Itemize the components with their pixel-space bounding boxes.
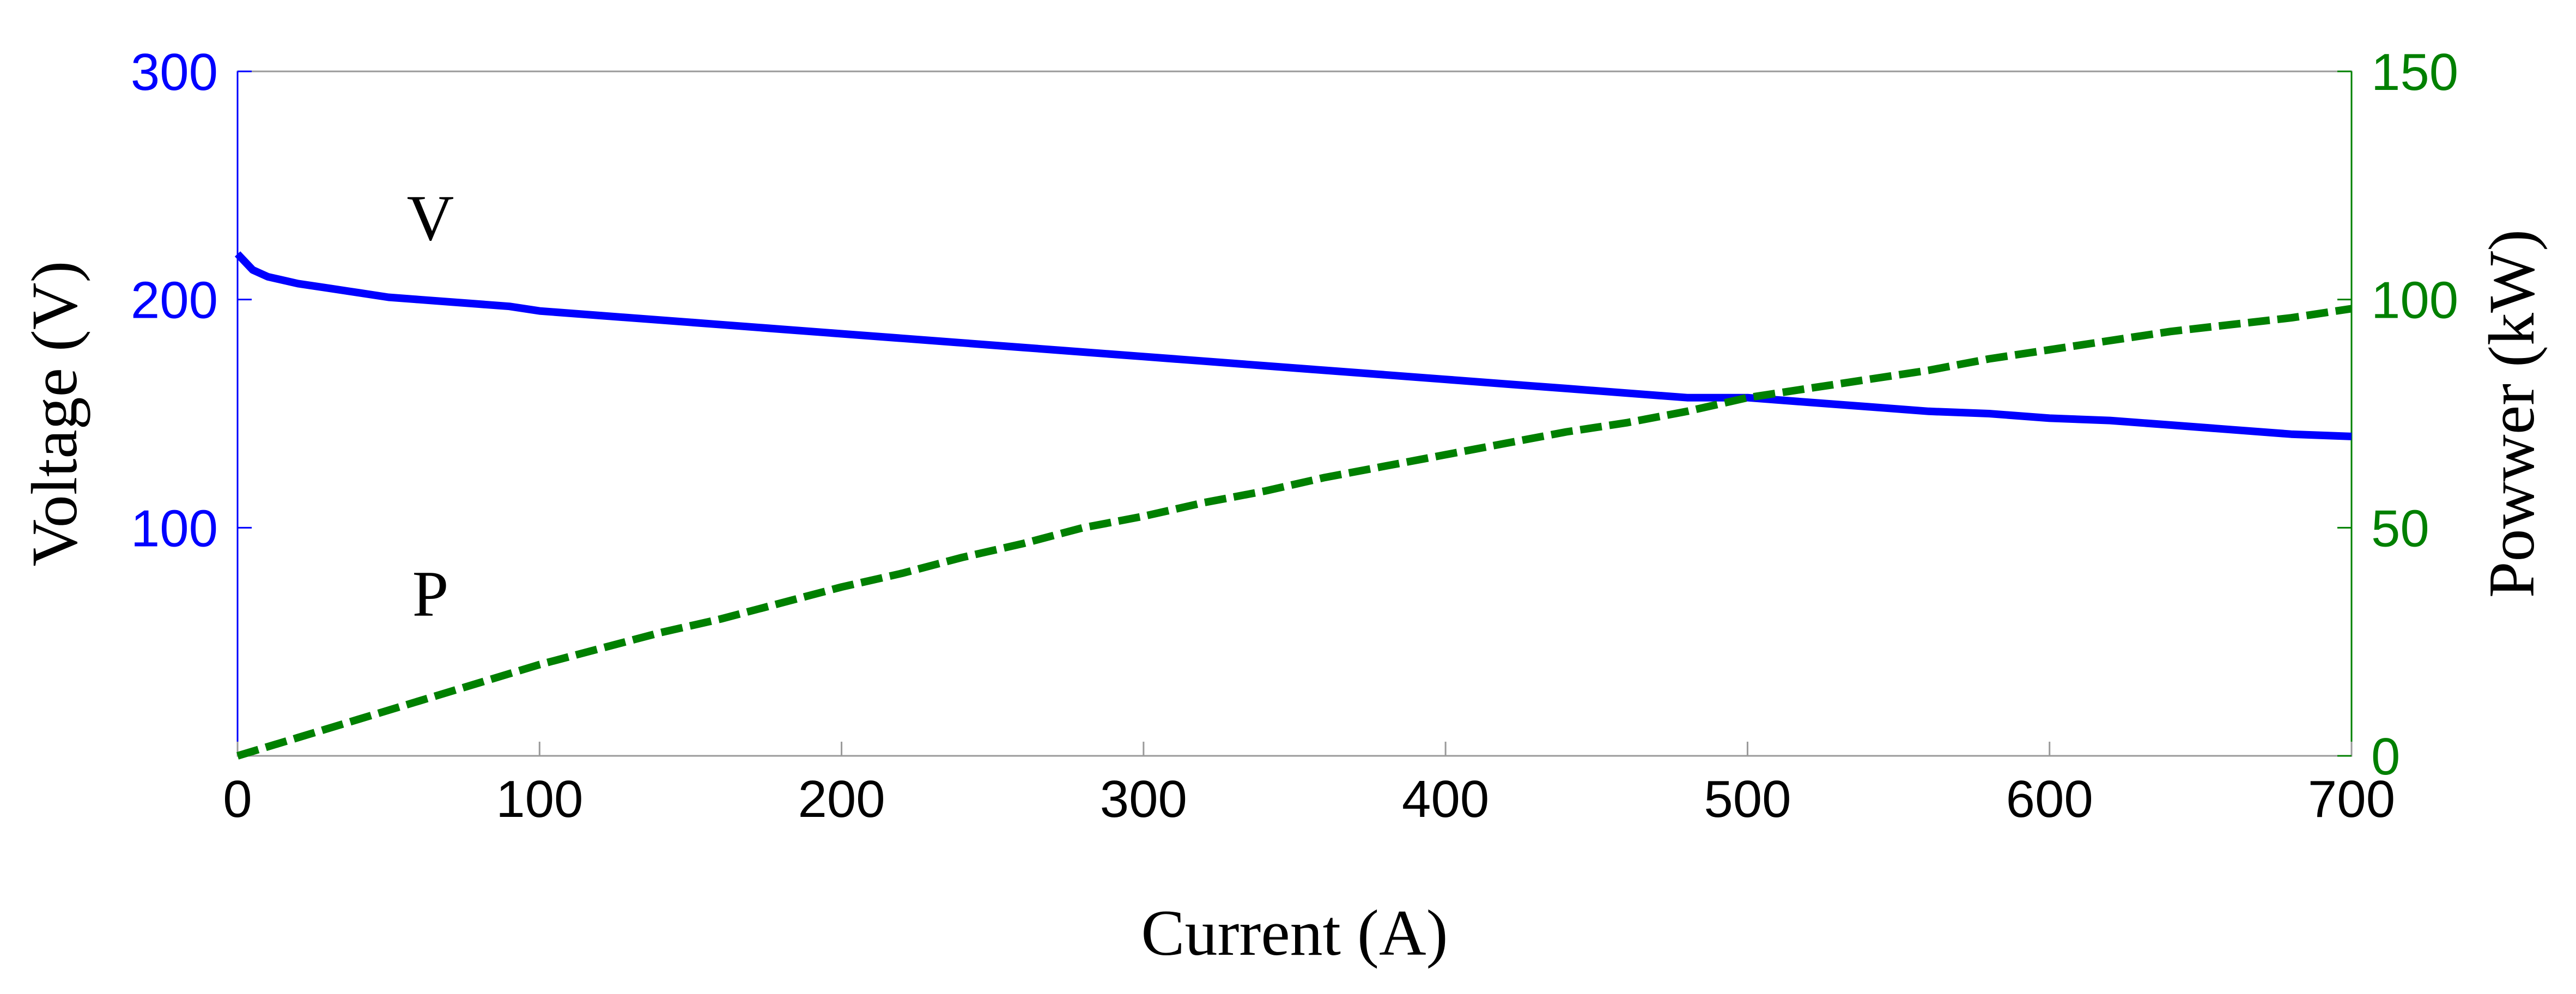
x-tick-label: 100	[496, 770, 583, 828]
y-left-tick-label: 200	[131, 271, 218, 330]
y-axis-left-title: Voltage (V)	[18, 261, 90, 567]
x-tick-label: 600	[2006, 770, 2093, 828]
y-right-tick-label: 0	[2371, 728, 2400, 786]
x-tick-label: 700	[2308, 770, 2395, 828]
y-right-tick-label: 150	[2371, 43, 2458, 101]
x-tick-label: 400	[1402, 770, 1489, 828]
x-tick-label: 500	[1704, 770, 1791, 828]
tick-marks	[236, 70, 2353, 757]
tick-labels: 0 100 200 300 400 500 600 700 100 200 300 0 50 100 150	[131, 43, 2458, 828]
y-axis-right-title: Powwer (kW)	[2475, 229, 2548, 598]
x-tick-label: 200	[798, 770, 885, 828]
x-tick-label: 0	[223, 770, 252, 828]
annotation-v: V	[407, 181, 454, 254]
x-axis-title: Current (A)	[1141, 896, 1448, 969]
annotation-p: P	[412, 557, 449, 630]
voltage-series-line	[234, 251, 2352, 440]
series-lines	[234, 251, 2353, 760]
y-left-tick-label: 100	[131, 499, 218, 557]
y-right-tick-label: 100	[2371, 271, 2458, 330]
power-series-line	[236, 305, 2353, 760]
x-tick-label: 300	[1100, 770, 1187, 828]
y-right-tick-label: 50	[2371, 499, 2429, 557]
y-left-tick-label: 300	[131, 43, 218, 101]
